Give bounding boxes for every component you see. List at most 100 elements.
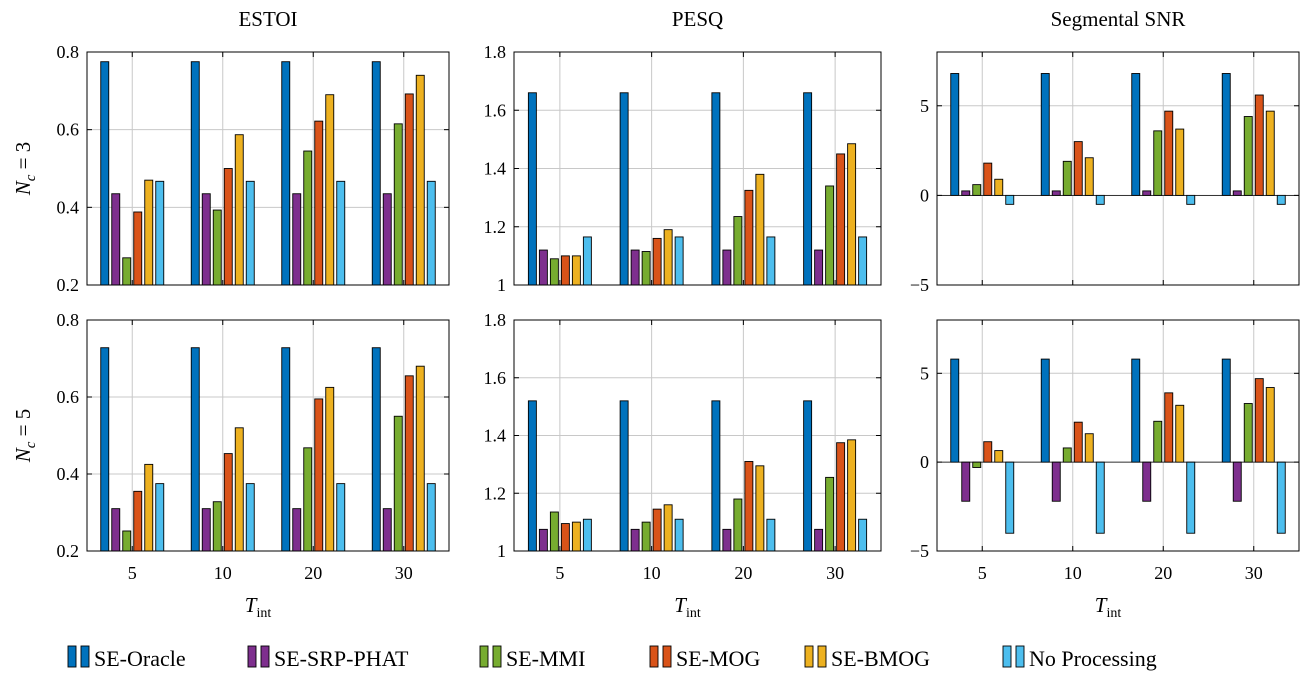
bar-no-processing: [674, 518, 684, 552]
bar-no-processing: [1186, 461, 1196, 534]
bar-se-mog: [1073, 141, 1083, 196]
subplot-5: 1 1.2 1.4 1.6 1.8 5 10 20 30 Tint: [484, 310, 882, 621]
bar-no-processing: [1005, 194, 1015, 205]
y-axis-label-rest: = 5: [11, 409, 35, 442]
bar-se-mmi: [972, 461, 982, 468]
x-tick-label: 30: [395, 563, 413, 583]
bar-se-oracle: [711, 92, 721, 286]
x-tick-label: 10: [643, 563, 661, 583]
x-tick-label: 20: [734, 563, 752, 583]
bar-no-processing: [766, 236, 776, 286]
bar-no-processing: [336, 180, 346, 286]
bar-se-srp-phat: [201, 508, 211, 552]
y-tick-label: 0: [920, 185, 929, 205]
x-tick-label: 20: [1154, 563, 1172, 583]
bar-se-oracle: [1221, 358, 1231, 463]
x-tick-label: 5: [128, 563, 137, 583]
chart-title: Segmental SNR: [1051, 7, 1186, 31]
y-tick-label: 0.4: [57, 197, 80, 217]
bar-se-mmi: [212, 209, 222, 286]
bar-se-srp-phat: [722, 528, 732, 552]
x-axis-label: Tint: [674, 593, 701, 621]
bar-se-bmog: [1175, 128, 1185, 196]
bar-se-mmi: [825, 476, 835, 552]
bar-se-bmog: [1175, 404, 1185, 463]
bar-se-srp-phat: [1142, 461, 1152, 502]
bar-se-mmi: [549, 511, 559, 552]
y-tick-label: 5: [920, 363, 929, 383]
bar-se-mmi: [122, 530, 132, 552]
bar-se-bmog: [1265, 387, 1275, 463]
bar-se-oracle: [1131, 73, 1141, 196]
y-tick-label: 1.2: [484, 217, 507, 237]
bar-no-processing: [245, 180, 255, 286]
legend-label: SE-MOG: [676, 646, 760, 671]
legend-swatch: [260, 645, 270, 668]
bar-se-mmi: [303, 447, 313, 552]
x-tick-label: 5: [978, 563, 987, 583]
y-axis-label: Nc = 5: [11, 409, 39, 464]
bar-se-bmog: [144, 463, 154, 552]
bar-se-bmog: [1265, 110, 1275, 196]
bar-no-processing: [426, 180, 436, 286]
bar-no-processing: [766, 518, 776, 552]
bar-se-bmog: [415, 74, 425, 286]
bar-se-srp-phat: [538, 249, 548, 286]
bar-no-processing: [858, 236, 868, 286]
bar-se-bmog: [663, 504, 673, 552]
legend-swatch: [479, 645, 489, 668]
bar-no-processing: [1095, 194, 1105, 205]
bar-se-bmog: [325, 94, 335, 286]
bar-se-mmi: [393, 415, 403, 552]
y-tick-label: 1.4: [484, 159, 507, 179]
legend-swatch: [492, 645, 502, 668]
bar-se-mog: [1254, 94, 1264, 196]
bar-se-srp-phat: [292, 508, 302, 552]
bar-se-bmog: [755, 173, 765, 286]
legend-label: SE-MMI: [506, 646, 585, 671]
bar-se-bmog: [1084, 433, 1094, 463]
bar-se-bmog: [847, 439, 857, 552]
legend-swatch: [1015, 645, 1025, 668]
bar-se-bmog: [1084, 157, 1094, 196]
y-tick-label: −5: [910, 275, 929, 295]
x-axis-label: Tint: [245, 593, 272, 621]
y-tick-label: 5: [920, 96, 929, 116]
bar-se-mog: [1073, 421, 1083, 463]
subplot-3: −5 0 5 Segmental SNR: [910, 7, 1300, 295]
bar-se-mog: [133, 211, 143, 286]
bar-se-mog: [1164, 392, 1174, 463]
bar-se-mog: [836, 153, 846, 286]
bar-se-bmog: [571, 521, 581, 552]
bar-se-bmog: [415, 365, 425, 552]
bar-se-srp-phat: [201, 193, 211, 286]
bar-se-mmi: [733, 498, 743, 552]
x-axis-label: Tint: [1095, 593, 1122, 621]
bar-se-oracle: [100, 347, 110, 552]
plot-frame: [936, 51, 1300, 286]
chart-title: ESTOI: [238, 7, 297, 31]
bar-se-oracle: [1131, 358, 1141, 463]
bar-no-processing: [1276, 461, 1286, 534]
bar-no-processing: [1186, 194, 1196, 205]
y-tick-label: 0: [920, 452, 929, 472]
x-axis-label-main: T: [674, 593, 687, 617]
bar-se-mog: [652, 237, 662, 286]
bar-se-srp-phat: [1232, 461, 1242, 502]
bar-se-mog: [1164, 110, 1174, 196]
x-tick-label: 30: [1245, 563, 1263, 583]
plot-frame: [936, 319, 1300, 552]
bar-se-mmi: [122, 257, 132, 286]
bar-se-mog: [744, 461, 754, 552]
x-axis-label-main: T: [1095, 593, 1108, 617]
y-tick-label: 0.6: [57, 120, 80, 140]
bar-no-processing: [245, 483, 255, 552]
y-tick-label: 0.2: [57, 541, 80, 561]
bar-se-mmi: [641, 521, 651, 552]
legend-swatch: [662, 645, 672, 668]
y-axis-label: Nc = 3: [11, 142, 39, 197]
bar-se-mmi: [1243, 403, 1253, 463]
bar-se-mmi: [825, 185, 835, 286]
x-axis-label-main: T: [245, 593, 258, 617]
